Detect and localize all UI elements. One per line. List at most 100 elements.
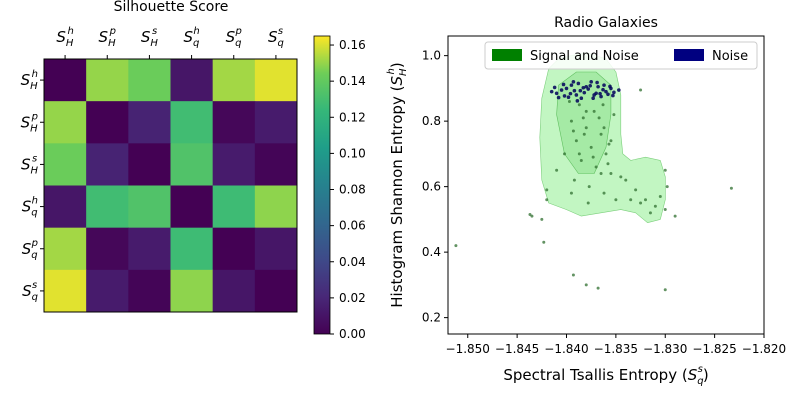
x-tick-label: −1.825 (692, 342, 736, 356)
signal-point (584, 283, 588, 287)
heatmap-cell (212, 185, 256, 229)
colorbar-tick-label: 0.00 (339, 327, 366, 341)
signal-point (634, 188, 638, 192)
x-tick-label: −1.830 (643, 342, 687, 356)
heatmap-cell (254, 185, 298, 229)
x-tick-label: −1.850 (446, 342, 490, 356)
signal-point (665, 185, 669, 189)
signal-point (542, 240, 546, 244)
noise-point (554, 91, 559, 96)
noise-point (569, 83, 574, 87)
noise-point (591, 96, 595, 101)
noise-point (559, 88, 564, 92)
heatmap-cell (86, 143, 129, 186)
heatmap-cell (86, 227, 129, 271)
signal-point (528, 212, 532, 216)
noise-point (586, 87, 591, 91)
noise-point (601, 87, 605, 92)
heatmap-col-label: SHp (99, 26, 117, 49)
x-axis-label-text: Spectral Tsallis Entropy (503, 366, 677, 384)
legend-box (484, 41, 758, 70)
legend-swatch-noise (674, 49, 704, 61)
noise-point (556, 95, 561, 100)
signal-point (729, 186, 733, 190)
signal-point (624, 178, 628, 182)
signal-point (663, 288, 667, 292)
heatmap-frame (43, 58, 298, 313)
noise-point (568, 91, 573, 96)
density-region (539, 52, 666, 223)
legend-label-noise: Noise (712, 49, 748, 64)
signal-point (602, 126, 606, 130)
heatmap-cell (128, 101, 171, 144)
noise-point (582, 90, 587, 95)
legend: Signal and Noise Noise (484, 41, 758, 70)
signal-point (545, 198, 549, 202)
noise-point (602, 83, 606, 87)
signal-point (586, 201, 590, 205)
colorbar (313, 35, 331, 335)
y-tick-label: 0.6 (422, 180, 441, 194)
y-tick-label: 1.0 (422, 49, 441, 63)
signal-point (639, 88, 643, 92)
signal-point (545, 188, 549, 192)
signal-point (577, 152, 581, 156)
heatmap-cell (128, 185, 171, 229)
signal-point (607, 142, 611, 146)
signal-point (609, 172, 613, 176)
signal-point (612, 113, 616, 117)
signal-point (609, 139, 613, 143)
noise-point (598, 91, 602, 96)
signal-point (648, 211, 652, 215)
signal-point (673, 214, 677, 218)
signal-point (587, 185, 591, 189)
heatmap-cell (44, 269, 87, 313)
noise-point (574, 93, 579, 97)
noise-point (612, 90, 616, 95)
signal-point (596, 286, 600, 290)
noise-point (604, 89, 608, 94)
noise-point (608, 84, 612, 89)
noise-point (592, 93, 596, 97)
signal-point (584, 126, 588, 130)
signal-point (571, 129, 575, 133)
heatmap-cell (44, 227, 87, 271)
signal-point (581, 116, 585, 120)
signal-point (584, 109, 588, 113)
heatmap-cell (86, 101, 129, 144)
signal-point (530, 214, 534, 218)
heatmap-cell (44, 143, 87, 186)
heatmap-col-label: SHs (141, 26, 159, 49)
signal-point (594, 165, 598, 169)
signal-point (572, 178, 576, 182)
heatmap-cell (128, 269, 171, 313)
signal-point (629, 198, 633, 202)
heatmap-col-label: SHh (56, 26, 74, 49)
heatmap-cell (254, 269, 298, 313)
scatter-title: Radio Galaxies (554, 15, 658, 31)
colorbar-tick-label: 0.14 (339, 74, 366, 88)
signal-point (540, 217, 544, 221)
heatmap-cell (254, 227, 298, 271)
heatmap-cell (254, 101, 298, 144)
y-axis-label: Histogram Shannon Entropy (SHh) (386, 62, 409, 307)
signal-point (606, 162, 610, 166)
signal-point (563, 152, 567, 156)
noise-point (617, 88, 621, 92)
signal-point (614, 198, 618, 202)
signal-point (589, 145, 593, 149)
colorbar-tick-label: 0.08 (339, 183, 366, 197)
signal-point (579, 158, 583, 162)
colorbar-tick-label: 0.06 (339, 219, 366, 233)
noise-point (561, 82, 566, 87)
heatmap-col-label: Sqs (268, 26, 284, 49)
signal-point (604, 152, 608, 156)
heatmap-cell (128, 227, 171, 271)
x-tick-label: −1.820 (742, 342, 786, 356)
signal-point (577, 103, 581, 107)
heatmap-cells (44, 59, 298, 313)
scatter-panel: Radio Galaxies −1.850 −1.845 −1.840 −1.835−… (386, 15, 786, 387)
heatmap-row-label: Sqh (22, 196, 38, 219)
noise-point (562, 94, 567, 98)
noise-point (611, 93, 615, 98)
